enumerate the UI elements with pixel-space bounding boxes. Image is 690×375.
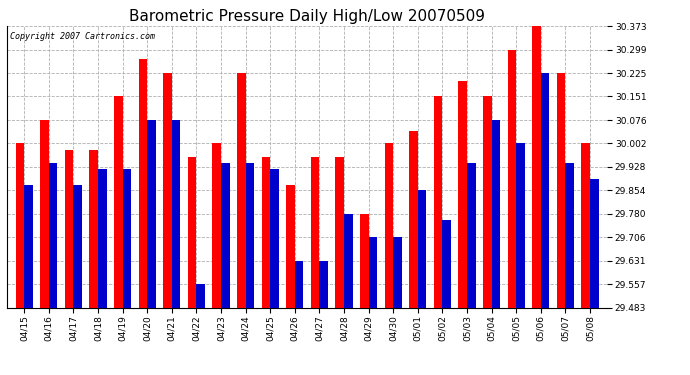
Bar: [483, 96, 491, 308]
Bar: [221, 163, 230, 308]
Bar: [508, 50, 516, 308]
Bar: [310, 157, 319, 308]
Bar: [491, 120, 500, 308]
Bar: [49, 163, 57, 308]
Bar: [172, 120, 180, 308]
Bar: [270, 170, 279, 308]
Bar: [89, 150, 98, 308]
Bar: [417, 190, 426, 308]
Bar: [197, 284, 205, 308]
Bar: [565, 163, 574, 308]
Bar: [360, 214, 368, 308]
Bar: [286, 185, 295, 308]
Bar: [393, 237, 402, 308]
Bar: [163, 73, 172, 308]
Bar: [65, 150, 73, 308]
Bar: [98, 170, 106, 308]
Bar: [434, 96, 442, 308]
Bar: [458, 81, 467, 308]
Bar: [15, 144, 24, 308]
Bar: [213, 144, 221, 308]
Bar: [442, 220, 451, 308]
Bar: [467, 163, 475, 308]
Bar: [384, 144, 393, 308]
Bar: [24, 185, 32, 308]
Bar: [73, 185, 82, 308]
Bar: [262, 157, 270, 308]
Bar: [246, 163, 254, 308]
Text: Copyright 2007 Cartronics.com: Copyright 2007 Cartronics.com: [10, 32, 155, 41]
Bar: [295, 261, 304, 308]
Bar: [344, 214, 353, 308]
Bar: [516, 144, 525, 308]
Bar: [114, 96, 123, 308]
Bar: [319, 261, 328, 308]
Bar: [147, 120, 156, 308]
Bar: [40, 120, 49, 308]
Bar: [335, 157, 344, 308]
Bar: [409, 132, 417, 308]
Bar: [139, 59, 147, 308]
Bar: [123, 170, 131, 308]
Bar: [368, 237, 377, 308]
Bar: [557, 73, 565, 308]
Bar: [582, 144, 590, 308]
Bar: [590, 179, 599, 308]
Bar: [532, 26, 541, 308]
Bar: [188, 157, 197, 308]
Bar: [237, 73, 246, 308]
Bar: [541, 73, 549, 308]
Title: Barometric Pressure Daily High/Low 20070509: Barometric Pressure Daily High/Low 20070…: [129, 9, 485, 24]
